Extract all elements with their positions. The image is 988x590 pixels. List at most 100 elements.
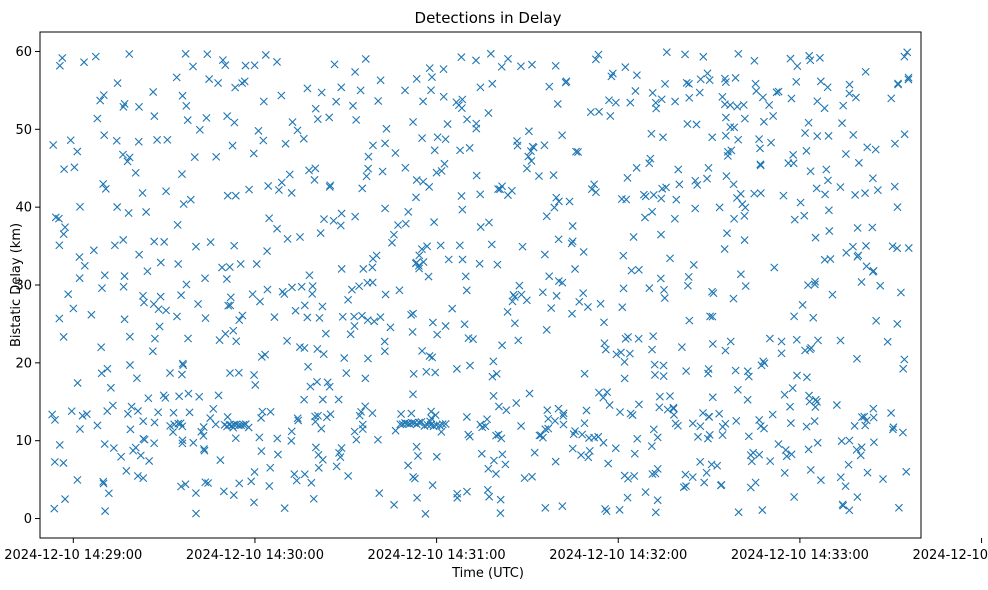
detection-marker (418, 134, 427, 143)
detection-marker (734, 508, 743, 517)
detection-marker (184, 334, 193, 343)
detection-marker (845, 89, 854, 98)
detection-marker (226, 369, 234, 378)
detection-marker (218, 263, 227, 272)
detection-marker (857, 278, 866, 286)
detection-marker (568, 222, 577, 231)
detection-marker (616, 408, 625, 417)
detection-marker (166, 421, 175, 430)
detection-marker (452, 364, 461, 373)
detection-marker (472, 124, 481, 133)
detection-marker (868, 223, 877, 232)
detection-marker (430, 218, 439, 227)
detection-marker (790, 493, 799, 502)
detection-marker (749, 448, 758, 457)
detection-marker (189, 438, 198, 447)
detection-marker (647, 442, 656, 451)
detection-marker (752, 86, 761, 95)
detection-marker (741, 282, 750, 291)
detection-marker (432, 168, 441, 177)
detection-marker (320, 215, 328, 224)
detection-marker (624, 332, 633, 341)
detection-marker (699, 52, 708, 61)
detection-marker (815, 53, 824, 62)
detection-marker (595, 107, 604, 116)
detection-marker (868, 267, 877, 276)
detection-marker (741, 203, 750, 212)
detection-marker (552, 291, 561, 300)
detection-marker (715, 203, 724, 212)
detection-marker (205, 75, 214, 84)
detection-marker (148, 347, 157, 356)
detection-marker (526, 147, 535, 156)
detection-marker (293, 126, 302, 135)
detection-marker (304, 362, 313, 371)
detection-marker (368, 141, 377, 150)
detection-marker (258, 407, 267, 416)
detection-marker (431, 368, 440, 377)
detection-marker (303, 84, 312, 93)
detection-marker (93, 421, 102, 430)
detection-marker (861, 421, 870, 430)
detection-marker (139, 474, 148, 483)
detection-marker (685, 316, 694, 325)
detection-marker (206, 238, 215, 247)
detection-marker (657, 230, 666, 239)
detection-marker (651, 508, 660, 517)
detection-marker (70, 163, 79, 172)
detection-marker (462, 286, 471, 295)
detection-marker (355, 282, 364, 291)
detection-marker (535, 431, 544, 440)
detection-marker (425, 351, 434, 360)
detection-marker (162, 306, 171, 315)
detection-marker (66, 136, 75, 145)
detection-marker (362, 172, 371, 181)
detection-marker (747, 457, 756, 466)
detection-marker (287, 283, 296, 292)
detection-marker (437, 427, 446, 436)
detection-marker (841, 482, 850, 491)
detection-marker (704, 163, 713, 172)
detection-marker (283, 336, 292, 345)
detection-marker (464, 334, 473, 343)
detection-marker (578, 430, 587, 439)
detection-marker (407, 409, 416, 418)
detection-marker (178, 359, 187, 368)
detection-marker (318, 302, 327, 311)
detection-marker (509, 290, 518, 299)
detection-marker (322, 413, 331, 422)
detection-marker (409, 118, 418, 126)
detection-marker (508, 297, 517, 306)
detection-marker (412, 442, 421, 451)
y-tick-label: 0 (24, 512, 32, 527)
detection-marker (104, 489, 113, 498)
y-tick-label: 50 (15, 123, 32, 138)
detection-marker (299, 134, 308, 143)
detection-marker (178, 439, 187, 448)
detection-marker (755, 416, 764, 425)
detection-marker (820, 104, 829, 113)
detection-marker (357, 407, 366, 416)
detection-marker (721, 113, 730, 122)
detection-marker (452, 98, 461, 107)
detection-marker (228, 141, 237, 150)
detection-marker (351, 212, 360, 221)
detection-marker (698, 408, 707, 417)
detection-marker (651, 469, 660, 478)
detection-marker (160, 237, 169, 246)
detection-marker (305, 271, 314, 280)
detection-marker (397, 409, 406, 418)
detection-marker (334, 395, 343, 404)
detection-marker (605, 401, 614, 410)
y-tick-label: 20 (15, 356, 32, 371)
detection-marker (780, 468, 789, 477)
x-tick-label: 2024-12-10 14:30:00 (186, 548, 324, 563)
detection-marker (806, 56, 815, 65)
detection-marker (672, 195, 681, 204)
detection-marker (793, 371, 801, 380)
detection-marker (845, 80, 854, 89)
detection-marker (554, 404, 563, 413)
detection-marker (633, 434, 642, 443)
detection-marker (433, 330, 442, 339)
detection-marker (861, 189, 870, 198)
